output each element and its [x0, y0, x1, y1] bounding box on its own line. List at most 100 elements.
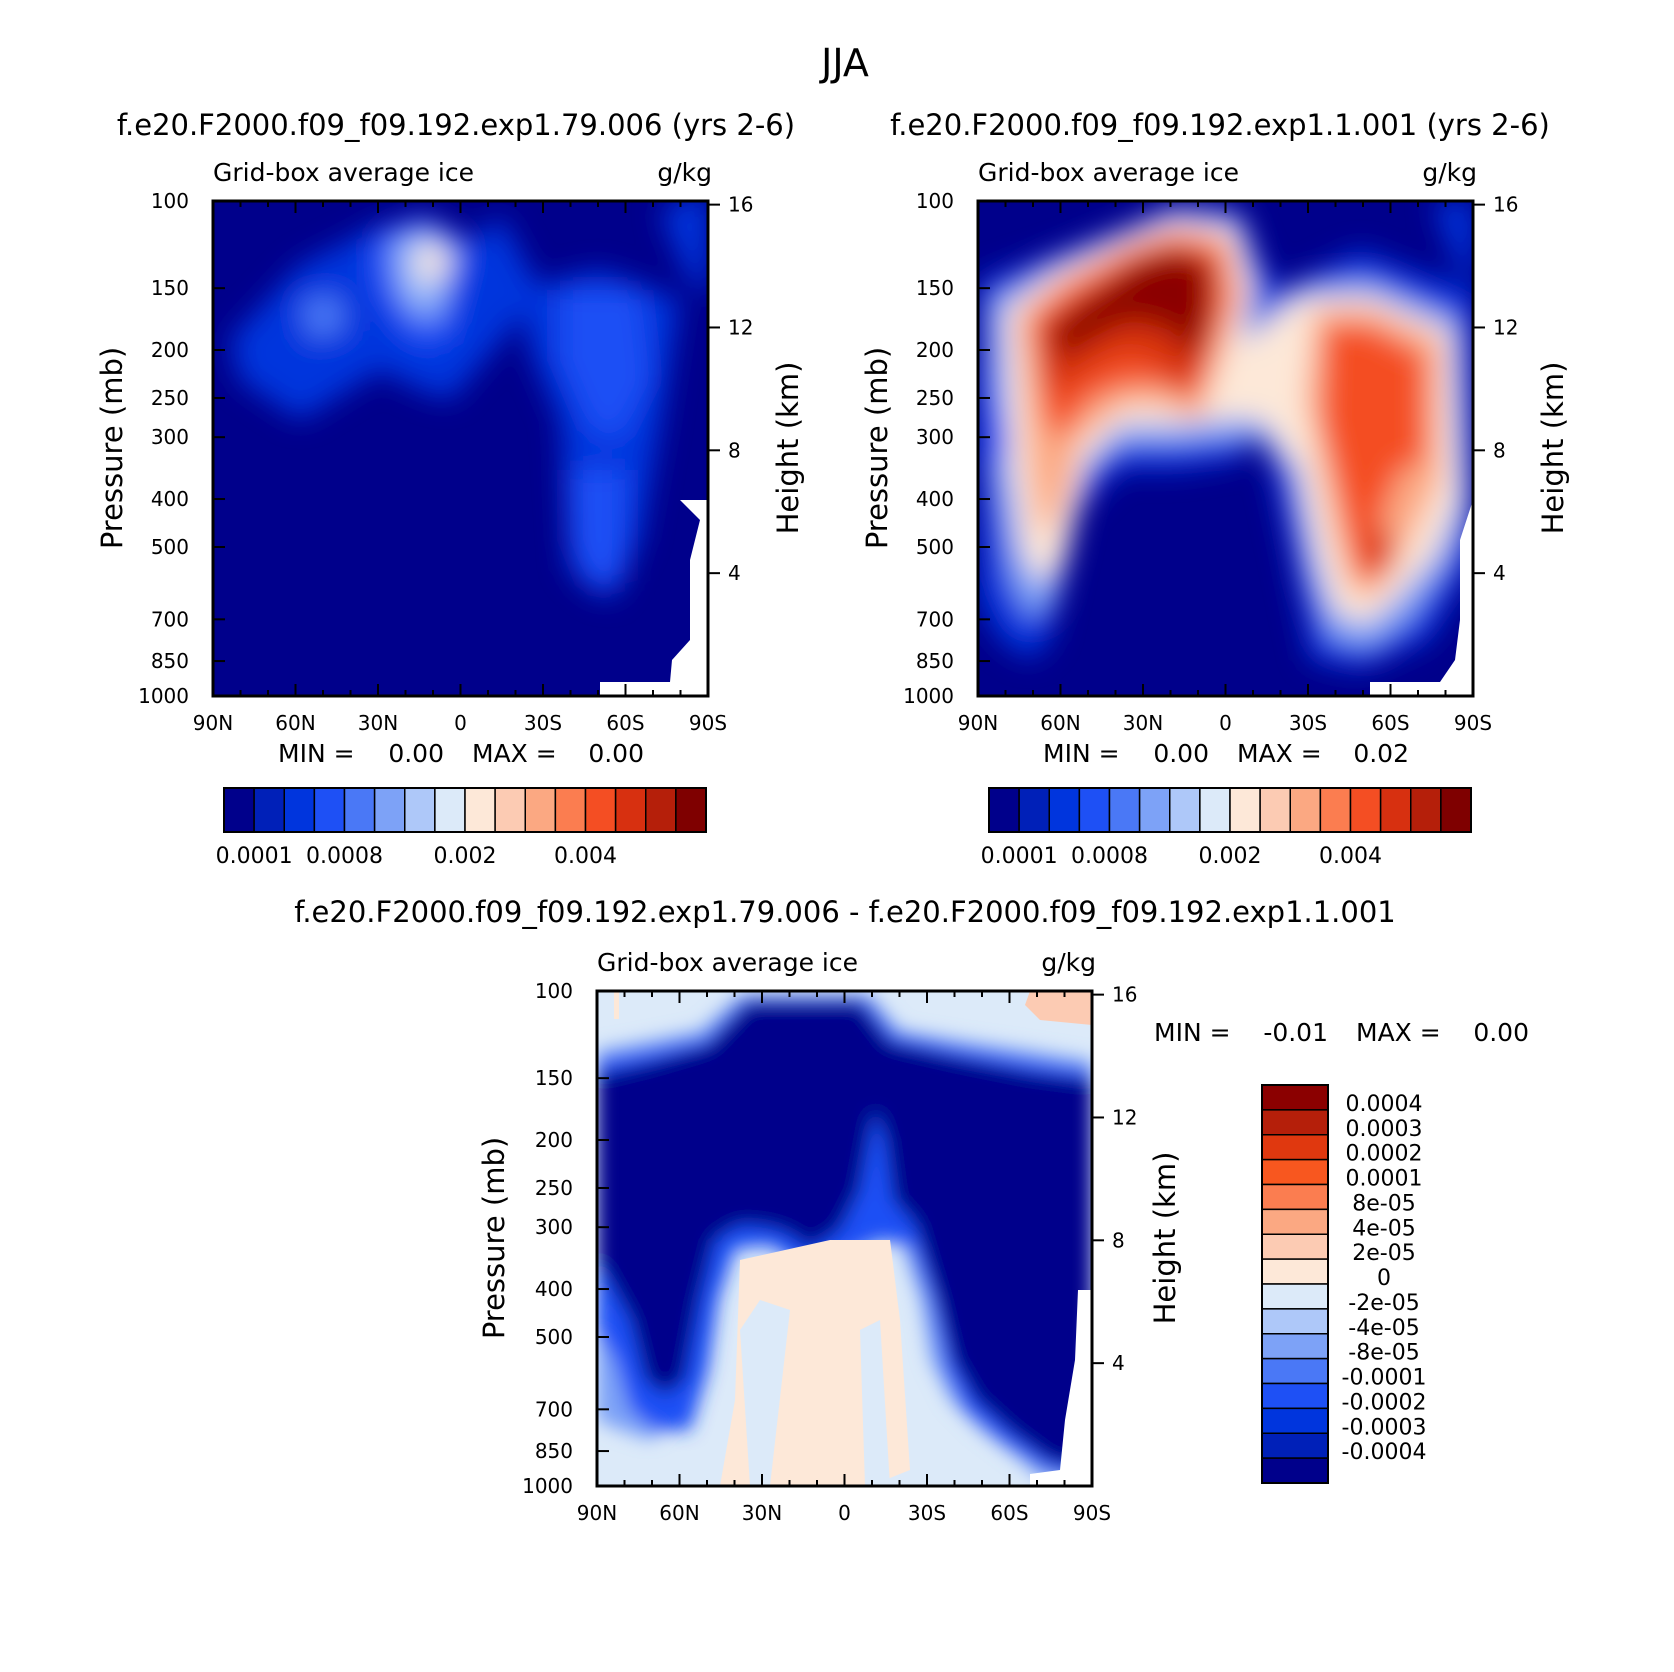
panel-a-colorbar-label: 0.002	[434, 844, 497, 869]
panel-b-colorbar-box	[1078, 787, 1111, 833]
panel-c-y-right-tick-label: 8	[1112, 1228, 1125, 1252]
panel-c-y-tick-label: 500	[535, 1325, 573, 1349]
panel-b-colorbar-box	[1410, 787, 1442, 833]
panel-c-y-right-tick-label: 4	[1112, 1351, 1125, 1375]
panel-c-y-tick-label: 400	[535, 1277, 573, 1301]
panel-c: f.e20.F2000.f09_f09.192.exp1.79.006 - f.…	[294, 895, 1529, 1525]
panel-c-colorbar-label: 8e-05	[1352, 1191, 1415, 1216]
panel-b-colorbar-box	[1048, 787, 1081, 833]
panel-b-colorbar-box	[1349, 787, 1382, 833]
panel-c-y-tick-label: 700	[535, 1397, 573, 1421]
panel-c-field	[597, 991, 1092, 1486]
panel-b-y-tick-label: 300	[916, 425, 954, 449]
panel-b-y-right-tick-label: 4	[1493, 561, 1506, 585]
panel-c-colorbar-label: -8e-05	[1348, 1341, 1419, 1366]
panel-a-left-string: Grid-box average ice	[213, 158, 474, 187]
panel-a-ylabel-right: Height (km)	[771, 362, 805, 535]
panel-b-min-value: 0.00	[1153, 739, 1209, 768]
panel-b-colorbar-label: 0.0008	[1071, 844, 1148, 869]
panel-c-x-tick-label: 60N	[659, 1501, 699, 1525]
panel-a-colorbar-box	[524, 787, 557, 833]
panel-a-y-tick-label: 250	[151, 386, 189, 410]
panel-b-colorbar-box	[1229, 787, 1261, 833]
panel-a-y-tick-label: 700	[151, 607, 189, 631]
panel-b-colorbar-box	[988, 787, 1020, 833]
panel-c-colorbar-box	[1261, 1183, 1329, 1211]
panel-a-colorbar-box	[675, 787, 707, 833]
panel-c-ylabel: Pressure (mb)	[477, 1137, 511, 1339]
panel-c-x-tick-label: 30S	[908, 1501, 946, 1525]
panel-a-y-tick-label: 850	[151, 649, 189, 673]
panel-c-colorbar-box	[1261, 1109, 1329, 1136]
panel-a-y-right-tick-label: 8	[728, 438, 741, 462]
panel-b-max-label: MAX =	[1237, 739, 1322, 768]
panel-c-left-string: Grid-box average ice	[597, 948, 858, 977]
panel-a-colorbar-box	[614, 787, 647, 833]
panel-c-colorbar-label: -0.0004	[1342, 1440, 1427, 1465]
panel-a-y-tick-label: 100	[151, 189, 189, 213]
panel-b-y-tick-label: 150	[916, 276, 954, 300]
panel-c-colorbar-label: -0.0002	[1342, 1390, 1427, 1415]
panel-c-colorbar-label: -2e-05	[1348, 1291, 1419, 1316]
panel-c-x-tick-label: 60S	[990, 1501, 1028, 1525]
panel-c-y-tick-label: 850	[535, 1439, 573, 1463]
panel-a-max-value: 0.00	[588, 739, 644, 768]
panel-a-colorbar-label: 0.004	[554, 844, 617, 869]
panel-c-min-label: MIN =	[1154, 1018, 1231, 1047]
panel-c-colorbar-box	[1261, 1308, 1329, 1335]
panel-b-colorbar-box	[1319, 787, 1352, 833]
panel-c-colorbar-label: 2e-05	[1352, 1241, 1415, 1266]
panel-b-y-tick-label: 850	[916, 649, 954, 673]
panel-b-x-tick-label: 60S	[1371, 711, 1409, 735]
panel-a-colorbar-label: 0.0008	[306, 844, 383, 869]
panel-c-y-tick-label: 250	[535, 1176, 573, 1200]
panel-a: f.e20.F2000.f09_f09.192.exp1.79.006 (yrs…	[95, 108, 805, 869]
panel-a-x-tick-label: 90N	[193, 711, 233, 735]
panel-c-colorbar-box	[1261, 1158, 1329, 1186]
panel-c-y-right-tick-label: 16	[1112, 983, 1137, 1007]
panel-b-x-tick-label: 0	[1219, 711, 1232, 735]
panel-a-x-tick-label: 60S	[606, 711, 644, 735]
panel-a-y-tick-label: 200	[151, 338, 189, 362]
panel-c-colorbar-label: 0.0001	[1346, 1167, 1423, 1192]
panel-a-x-tick-label: 30N	[358, 711, 398, 735]
panel-b-x-tick-label: 30N	[1123, 711, 1163, 735]
panel-c-y-tick-label: 1000	[522, 1474, 573, 1498]
panel-a-ylabel: Pressure (mb)	[95, 347, 129, 549]
panel-b-ylabel-right: Height (km)	[1536, 362, 1570, 535]
panel-a-y-tick-label: 1000	[138, 684, 189, 708]
panel-c-colorbar-box	[1261, 1134, 1329, 1161]
panel-c-colorbar-box	[1261, 1258, 1329, 1285]
panel-c-colorbar: 0.00040.00030.00020.00018e-054e-052e-050…	[1261, 1084, 1427, 1484]
panel-a-right-string: g/kg	[657, 158, 712, 187]
panel-c-colorbar-label: -0.0001	[1342, 1366, 1427, 1391]
panel-c-x-tick-label: 0	[838, 1501, 851, 1525]
panel-b-field	[978, 201, 1473, 696]
panel-a-min-label: MIN =	[278, 739, 355, 768]
panel-c-y-right-tick-label: 12	[1112, 1105, 1137, 1129]
panel-a-colorbar-box	[645, 787, 677, 833]
panel-b-y-tick-label: 100	[916, 189, 954, 213]
panel-c-colorbar-label: 0	[1377, 1266, 1391, 1291]
panel-a-colorbar-box	[464, 787, 496, 833]
panel-b-min-label: MIN =	[1043, 739, 1120, 768]
panel-b-colorbar-box	[1199, 787, 1231, 833]
panel-a-axes: 90N 60N 30N 0 30S 60S 90S 100 150 200 250 300 400 500…	[138, 189, 753, 735]
panel-a-colorbar-label: 0.0001	[216, 844, 293, 869]
panel-b-colorbar-box	[1169, 787, 1201, 833]
panel-b-max-value: 0.02	[1353, 739, 1409, 768]
panel-b-right-string: g/kg	[1422, 158, 1477, 187]
panel-a-y-right-tick-label: 4	[728, 561, 741, 585]
panel-c-colorbar-box	[1261, 1407, 1329, 1434]
panel-c-colorbar-box	[1261, 1233, 1329, 1260]
panel-c-colorbar-label: 0.0002	[1346, 1142, 1423, 1167]
panel-b-x-tick-label: 90S	[1454, 711, 1492, 735]
panel-a-x-tick-label: 60N	[275, 711, 315, 735]
panel-a-colorbar-box	[223, 787, 255, 833]
panel-c-colorbar-box	[1261, 1208, 1329, 1235]
panel-b-y-tick-label: 1000	[903, 684, 954, 708]
panel-a-colorbar-box	[434, 787, 466, 833]
panel-b-axes: 90N 60N 30N 0 30S 60S 90S 100 150 200 250 300 400 500…	[903, 189, 1518, 735]
panel-c-y-tick-label: 200	[535, 1128, 573, 1152]
